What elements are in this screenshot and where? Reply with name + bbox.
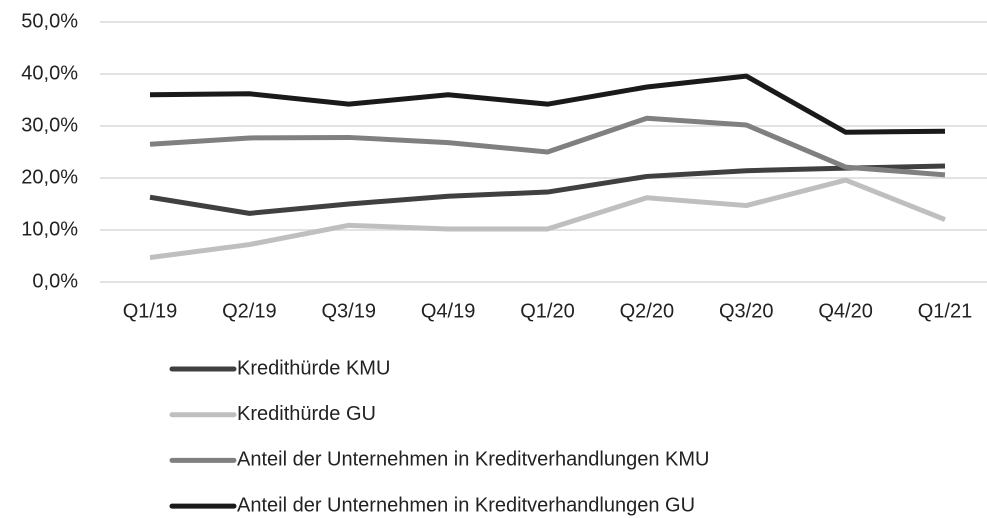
- x-tick-label: Q2/20: [620, 300, 674, 322]
- x-tick-label: Q2/19: [222, 300, 276, 322]
- y-tick-label: 30,0%: [21, 114, 78, 136]
- y-tick-label: 40,0%: [21, 62, 78, 84]
- x-tick-label: Q4/20: [818, 300, 872, 322]
- legend-label: Anteil der Unternehmen in Kreditverhandl…: [237, 494, 695, 516]
- line-series: [149, 177, 946, 261]
- legend-label: Anteil der Unternehmen in Kreditverhandl…: [237, 449, 710, 471]
- line-series: [149, 163, 946, 216]
- legend-label: Kredithürde GU: [237, 403, 376, 425]
- line-series: [149, 73, 946, 135]
- line-series: [149, 115, 946, 178]
- x-tick-label: Q3/19: [322, 300, 376, 322]
- y-tick-label: 10,0%: [21, 218, 78, 240]
- x-tick-label: Q4/19: [421, 300, 475, 322]
- x-tick-label: Q1/20: [520, 300, 574, 322]
- legend-label: Kredithürde KMU: [237, 357, 390, 379]
- y-tick-label: 0,0%: [32, 270, 78, 292]
- x-tick-label: Q1/21: [918, 300, 972, 322]
- x-tick-label: Q1/19: [123, 300, 177, 322]
- y-tick-label: 20,0%: [21, 166, 78, 188]
- y-tick-label: 50,0%: [21, 10, 78, 32]
- x-tick-label: Q3/20: [719, 300, 773, 322]
